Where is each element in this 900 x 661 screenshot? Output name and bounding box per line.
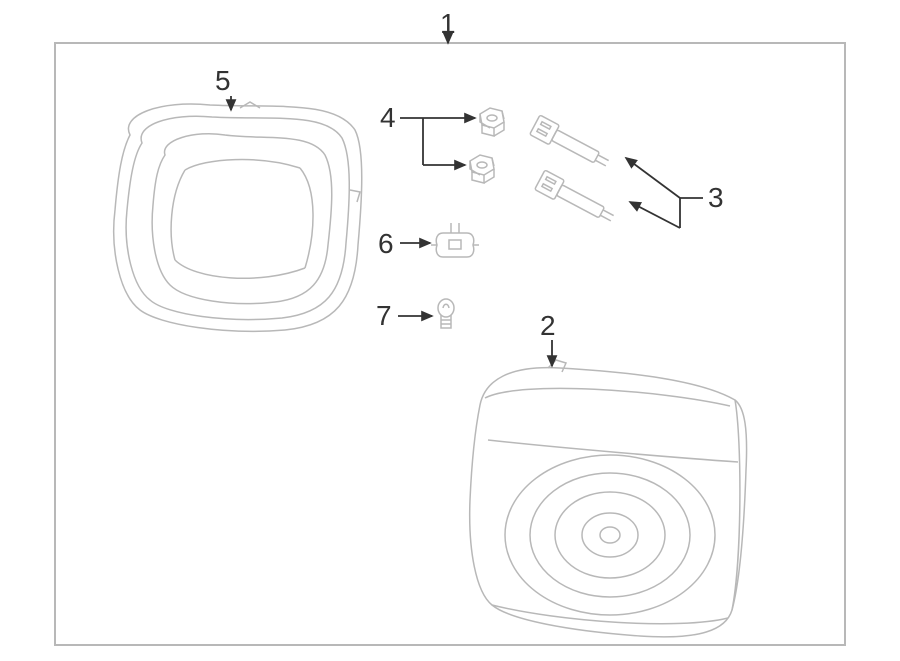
label-1: 1 [440,8,456,40]
frame-rect [55,43,845,645]
part-7-bulb [438,299,454,328]
label-6: 6 [378,228,394,260]
leader-lines [231,34,703,366]
label-3: 3 [708,182,724,214]
label-5: 5 [215,65,231,97]
part-3-plugs [530,115,618,228]
diagram-canvas: 1 2 3 4 5 6 7 [0,0,900,661]
diagram-svg [0,0,900,661]
label-4: 4 [380,102,396,134]
label-7: 7 [376,300,392,332]
part-6-socket [431,223,479,257]
label-2: 2 [540,310,556,342]
part-4-nuts [470,108,504,183]
part-2-lens [470,360,747,637]
part-5-gasket [114,102,362,331]
